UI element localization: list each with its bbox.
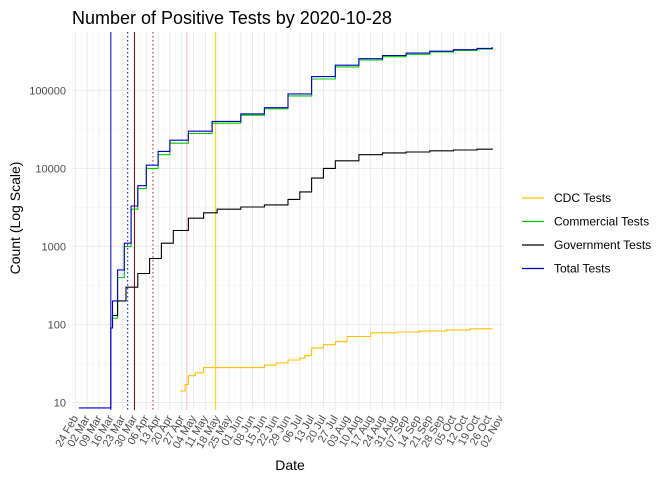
y-tick-label: 100 (48, 319, 66, 331)
grid (72, 32, 504, 410)
series-line (110, 148, 493, 329)
series-line (112, 47, 493, 319)
y-tick-label: 10 (54, 397, 66, 409)
legend-label: CDC Tests (554, 191, 611, 205)
x-axis-title: Date (275, 457, 305, 473)
series-line (78, 47, 493, 409)
y-tick-label: 1000 (42, 241, 66, 253)
legend-label: Total Tests (554, 262, 610, 276)
legend-label: Government Tests (554, 238, 651, 252)
y-axis-ticks: 10 100 1000 10000 100000 (29, 85, 66, 409)
series-lines (78, 47, 493, 409)
legend-label: Commercial Tests (554, 215, 649, 229)
y-tick-label: 10000 (35, 163, 66, 175)
legend: CDC Tests Commercial Tests Government Test… (522, 191, 651, 276)
series-line (180, 328, 493, 392)
chart-title: Number of Positive Tests by 2020-10-28 (72, 8, 392, 28)
y-tick-label: 100000 (29, 85, 66, 97)
y-axis-title: Count (Log Scale) (7, 162, 23, 275)
